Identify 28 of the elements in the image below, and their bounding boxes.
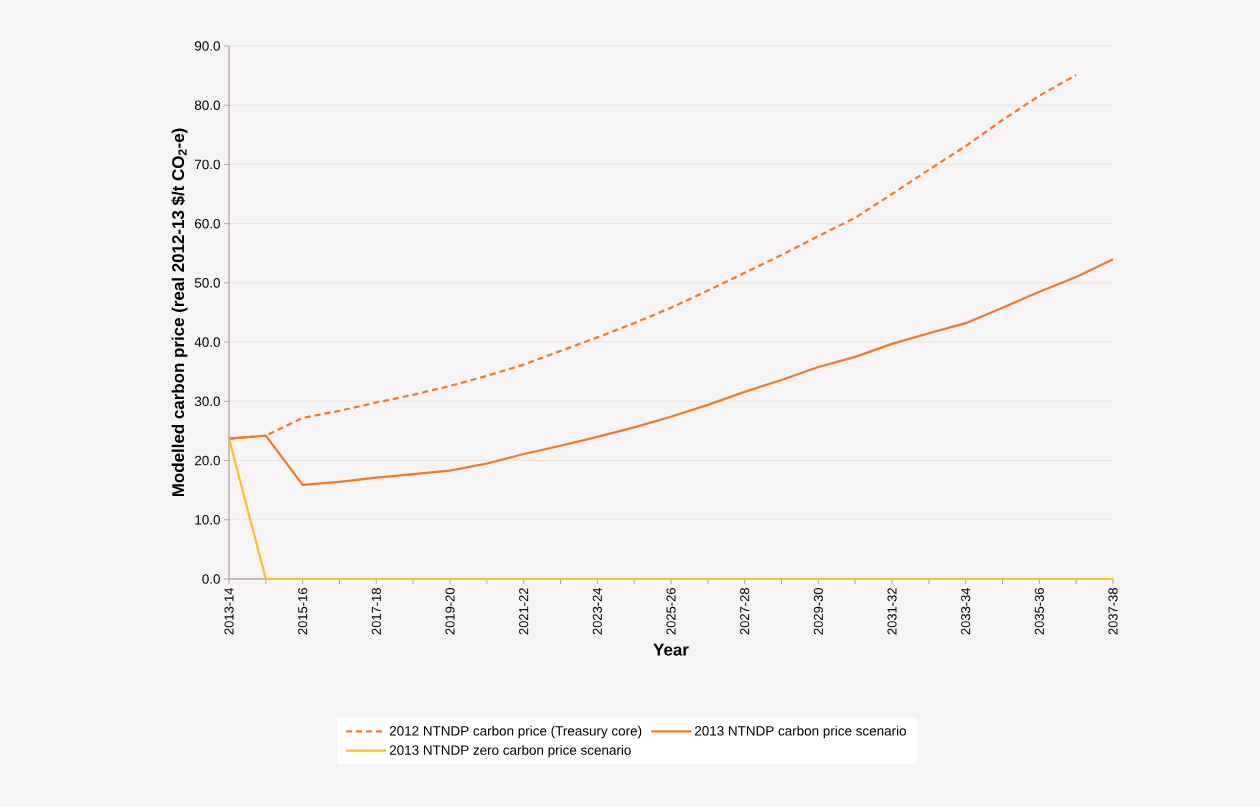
x-tick-label: 2037-38: [1108, 588, 1118, 635]
y-tick-label: 20.0: [194, 455, 220, 466]
y-tick-label: 60.0: [195, 218, 220, 229]
y-tick-label: 10.0: [195, 515, 220, 525]
x-tick-label: 2013-14: [224, 587, 234, 635]
x-tick-label: 2033-34: [961, 587, 971, 635]
x-tick-label: 2019-20: [445, 588, 455, 635]
y-tick-label: 30.0: [194, 396, 220, 407]
y-tick-label: 40.0: [194, 337, 220, 347]
x-axis-title: Year: [653, 643, 689, 656]
x-tick-label: 2027-28: [740, 588, 750, 635]
y-tick-label: 80.0: [194, 100, 220, 110]
x-tick-label: 2023-24: [592, 587, 602, 635]
y-tick-label: 50.0: [194, 278, 220, 288]
legend-label: 2013 NTNDP carbon price scenario: [694, 725, 906, 739]
x-tick-label: 2035-36: [1034, 588, 1044, 635]
x-tick-label: 2021-22: [519, 588, 529, 635]
legend-label: 2012 NTNDP carbon price (Treasury core): [389, 725, 642, 739]
x-tick-label: 2029-30: [813, 588, 823, 635]
x-tick-label: 2025-26: [666, 588, 676, 635]
y-axis-title: Modelled carbon price (real 2012-13 $/t CO$_{2}$-e): [171, 128, 188, 497]
y-tick-label: 0.0: [202, 574, 220, 584]
y-tick-label: 70.0: [195, 159, 220, 170]
y-tick-label: 90.0: [194, 41, 220, 51]
x-tick-label: 2017-18: [371, 588, 381, 635]
x-tick-label: 2031-32: [887, 588, 897, 635]
x-tick-label: 2015-16: [298, 588, 308, 635]
legend-label: 2013 NTNDP zero carbon price scenario: [389, 744, 631, 758]
